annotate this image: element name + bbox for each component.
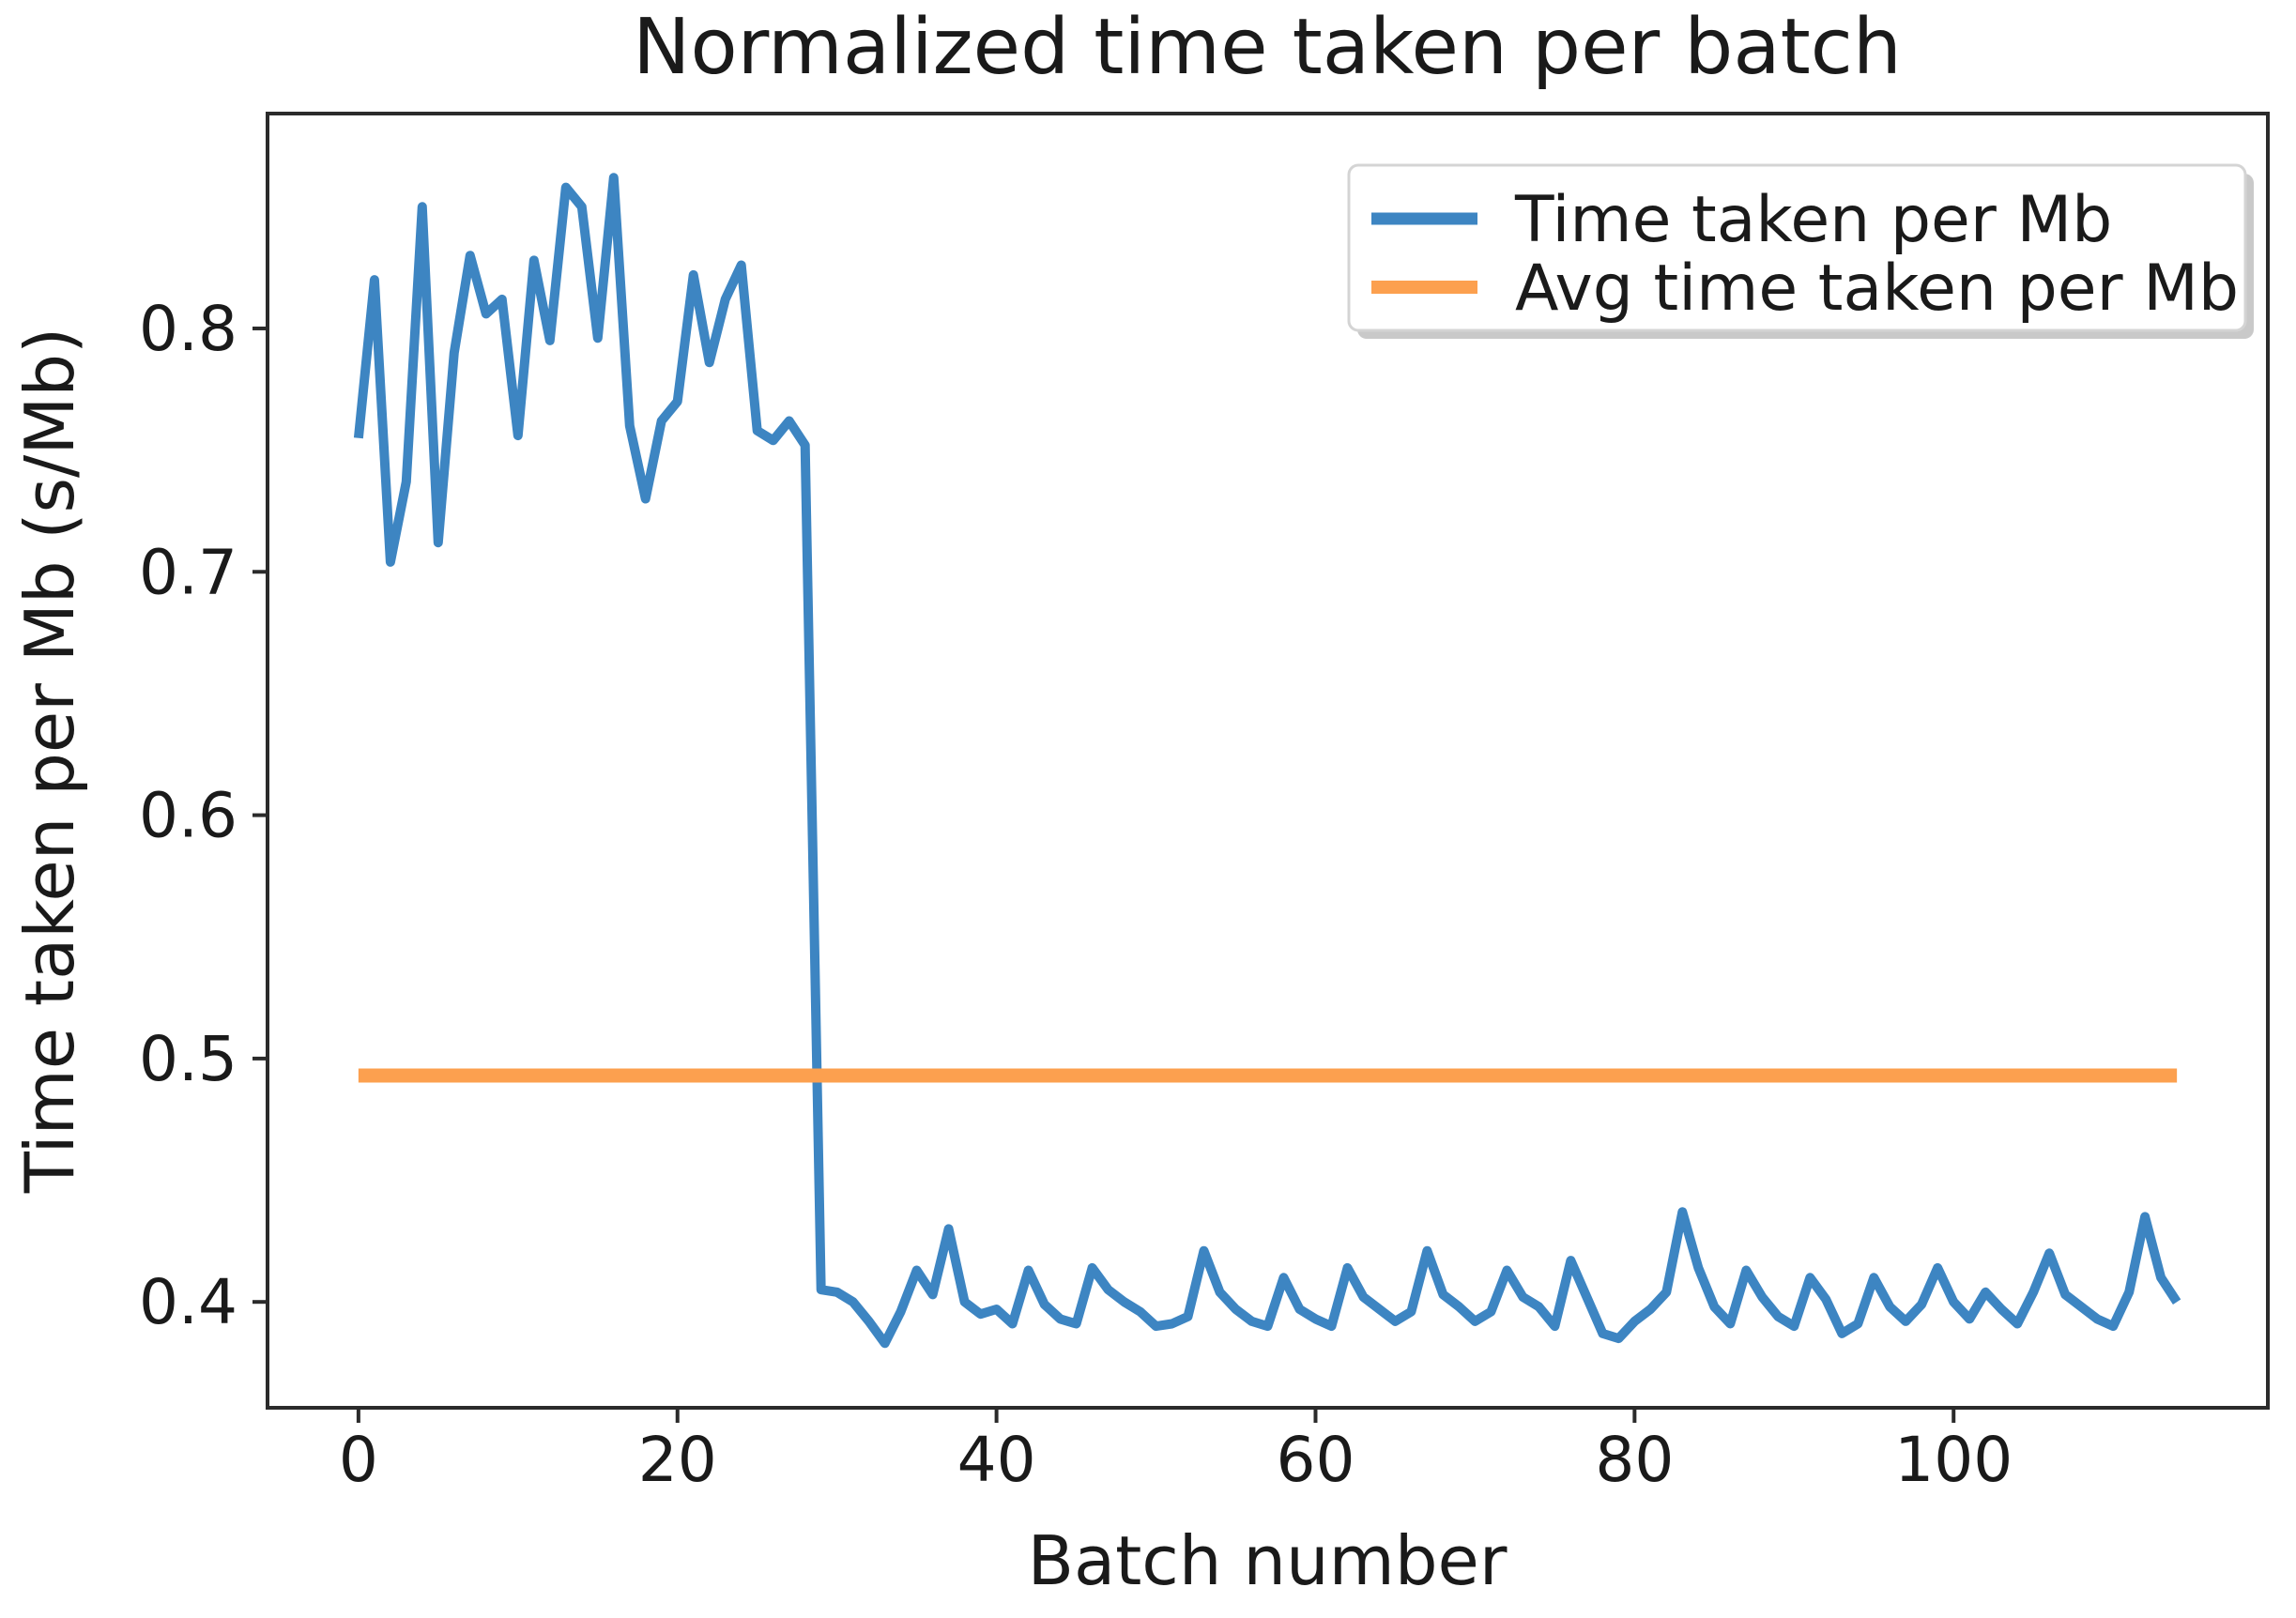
x-axis-ticks: 0 20 40 60 80 100: [339, 1408, 2013, 1496]
y-tick-label: 0.7: [139, 536, 237, 608]
x-tick-label: 80: [1595, 1424, 1674, 1496]
y-axis-label: Time taken per Mb (s/Mb): [10, 328, 89, 1194]
x-tick-label: 20: [638, 1424, 717, 1496]
plot-border: [266, 112, 2270, 1410]
x-tick-label: 40: [957, 1424, 1036, 1496]
y-tick-label: 0.5: [139, 1023, 237, 1095]
legend-box: [1347, 163, 2247, 332]
y-axis-ticks: 0.4 0.5 0.6 0.7 0.8: [139, 293, 268, 1338]
y-tick-label: 0.8: [139, 293, 237, 365]
x-tick-label: 60: [1276, 1424, 1355, 1496]
x-tick-label: 0: [339, 1424, 378, 1496]
y-tick-label: 0.4: [139, 1266, 237, 1338]
line-time-taken-per-mb: [353, 173, 2181, 1349]
legend: Time taken per Mb Avg time taken per Mb: [1347, 163, 2254, 339]
legend-label-time-per-mb: Time taken per Mb: [1514, 183, 2112, 257]
legend-label-avg-time-per-mb: Avg time taken per Mb: [1515, 252, 2239, 326]
x-tick-label: 100: [1894, 1424, 2013, 1496]
y-tick-label: 0.6: [139, 780, 237, 852]
series-layer: [353, 173, 2181, 1349]
chart-title: Normalized time taken per batch: [633, 3, 1902, 92]
x-axis-label: Batch number: [1028, 1521, 1508, 1600]
